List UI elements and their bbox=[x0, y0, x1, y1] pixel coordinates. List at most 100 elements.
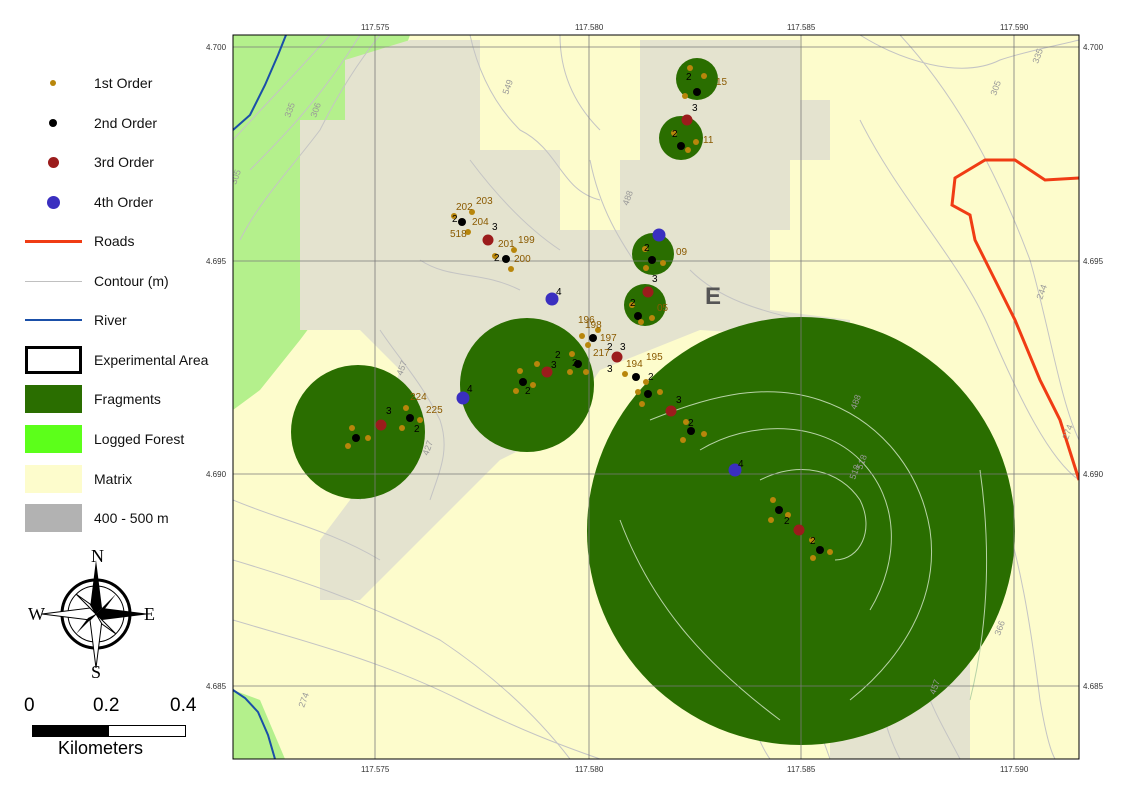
point-label: 195 bbox=[646, 352, 663, 363]
contour-line bbox=[233, 559, 571, 759]
sample-point bbox=[469, 209, 475, 215]
point-label: 11 bbox=[703, 135, 714, 146]
legend-item: 4th Order bbox=[0, 189, 230, 219]
contour-label: 306 bbox=[308, 101, 323, 119]
contour-label: 518 bbox=[854, 453, 869, 471]
lon-tick-label-bottom: 117.590 bbox=[1000, 765, 1029, 774]
point-label: 15 bbox=[716, 77, 728, 88]
lon-tick-label-bottom: 117.580 bbox=[575, 765, 604, 774]
sample-point bbox=[643, 379, 649, 385]
sample-point bbox=[775, 506, 783, 514]
lon-tick-label-bottom: 117.585 bbox=[787, 765, 816, 774]
sample-point bbox=[648, 256, 656, 264]
river-line bbox=[233, 35, 287, 131]
contour-line-fragment bbox=[759, 469, 867, 561]
legend-item: Contour (m) bbox=[0, 268, 230, 298]
sample-point bbox=[649, 315, 655, 321]
point-label: 196 bbox=[578, 315, 595, 326]
scale-bar-black bbox=[32, 725, 110, 737]
legend-symbol-line-thin-icon bbox=[25, 280, 82, 282]
sample-point bbox=[519, 378, 527, 386]
contour-label: 335 bbox=[282, 101, 297, 119]
sample-point bbox=[569, 351, 575, 357]
legend-label: Logged Forest bbox=[94, 431, 185, 447]
point-label: 2 bbox=[572, 358, 578, 369]
contour-label: 305 bbox=[988, 79, 1003, 97]
contour-label: 305 bbox=[228, 168, 243, 186]
legend-symbol-dot-large-icon bbox=[46, 195, 60, 209]
sample-point bbox=[629, 302, 635, 308]
legend-symbol-box-fill-icon bbox=[25, 425, 82, 453]
sample-point bbox=[451, 213, 457, 219]
point-label: 3 bbox=[620, 342, 626, 353]
point-label: 3 bbox=[551, 360, 557, 371]
compass-e: E bbox=[144, 604, 155, 624]
legend-symbol-box-fill-icon bbox=[25, 385, 82, 413]
north-arrow: N S W E bbox=[28, 546, 158, 688]
contour-line-fragment bbox=[619, 519, 781, 721]
contour-line-fragment bbox=[699, 428, 892, 611]
sample-point bbox=[352, 434, 360, 442]
legend-symbol-dot-small-icon bbox=[50, 80, 56, 86]
sample-point bbox=[701, 431, 707, 437]
lon-tick-label-top: 117.590 bbox=[1000, 23, 1029, 32]
contour-label: 366 bbox=[992, 619, 1007, 637]
sample-point bbox=[399, 425, 405, 431]
point-label: 3 bbox=[492, 222, 498, 233]
legend-item: Experimental Area bbox=[0, 346, 230, 377]
contour-line bbox=[233, 35, 331, 141]
sample-point bbox=[502, 255, 510, 263]
contour-label: 274 bbox=[1060, 423, 1075, 441]
sample-point bbox=[583, 369, 589, 375]
legend-label: Fragments bbox=[94, 391, 161, 407]
contour-line bbox=[859, 119, 1079, 481]
sample-point bbox=[345, 443, 351, 449]
sample-point bbox=[660, 260, 666, 266]
fragment-circle bbox=[291, 365, 425, 499]
sample-point bbox=[492, 253, 498, 259]
point-label: 518 bbox=[450, 229, 467, 240]
point-label: 2 bbox=[672, 129, 678, 140]
contour-label: 549 bbox=[500, 78, 515, 96]
lat-tick-label-left: 4.690 bbox=[206, 470, 227, 479]
scale-unit: Kilometers bbox=[58, 738, 144, 758]
point-label: 09 bbox=[676, 247, 688, 258]
sample-point bbox=[644, 390, 652, 398]
sample-point bbox=[534, 361, 540, 367]
sample-point bbox=[349, 425, 355, 431]
fragment-circle bbox=[659, 116, 703, 160]
legend-label: 400 - 500 m bbox=[94, 510, 169, 526]
sample-point bbox=[417, 417, 423, 423]
legend-item: 3rd Order bbox=[0, 149, 230, 179]
sample-point bbox=[635, 389, 641, 395]
fragment-circle bbox=[460, 318, 594, 452]
legend-symbol-dot-black-icon bbox=[49, 119, 57, 127]
lat-tick-label-left: 4.695 bbox=[206, 257, 227, 266]
sample-point bbox=[639, 401, 645, 407]
point-label: 2 bbox=[686, 72, 692, 83]
contour-line bbox=[249, 35, 361, 171]
contour-label: 518 bbox=[847, 463, 862, 481]
sample-point bbox=[671, 130, 677, 136]
fragment-circle bbox=[676, 58, 718, 100]
legend-item: 400 - 500 m bbox=[0, 504, 230, 535]
sample-point bbox=[530, 382, 536, 388]
point-label: 3 bbox=[692, 103, 698, 114]
point-label: 2 bbox=[784, 516, 790, 527]
lat-tick-label-right: 4.690 bbox=[1083, 470, 1104, 479]
sample-point bbox=[680, 437, 686, 443]
contour-line bbox=[239, 35, 381, 241]
sample-point bbox=[458, 218, 466, 226]
sample-point bbox=[665, 405, 677, 417]
point-label: 2 bbox=[630, 298, 636, 309]
contour-line-fragment bbox=[969, 469, 988, 701]
contour-line bbox=[559, 35, 601, 131]
contour-label: 244 bbox=[1034, 283, 1049, 301]
contour-label: 488 bbox=[848, 393, 863, 411]
legend-item: Logged Forest bbox=[0, 425, 230, 456]
fragment-circle bbox=[632, 233, 674, 275]
sample-point bbox=[545, 292, 559, 306]
sample-point bbox=[693, 139, 699, 145]
sample-point bbox=[793, 524, 805, 536]
sample-point bbox=[785, 512, 791, 518]
